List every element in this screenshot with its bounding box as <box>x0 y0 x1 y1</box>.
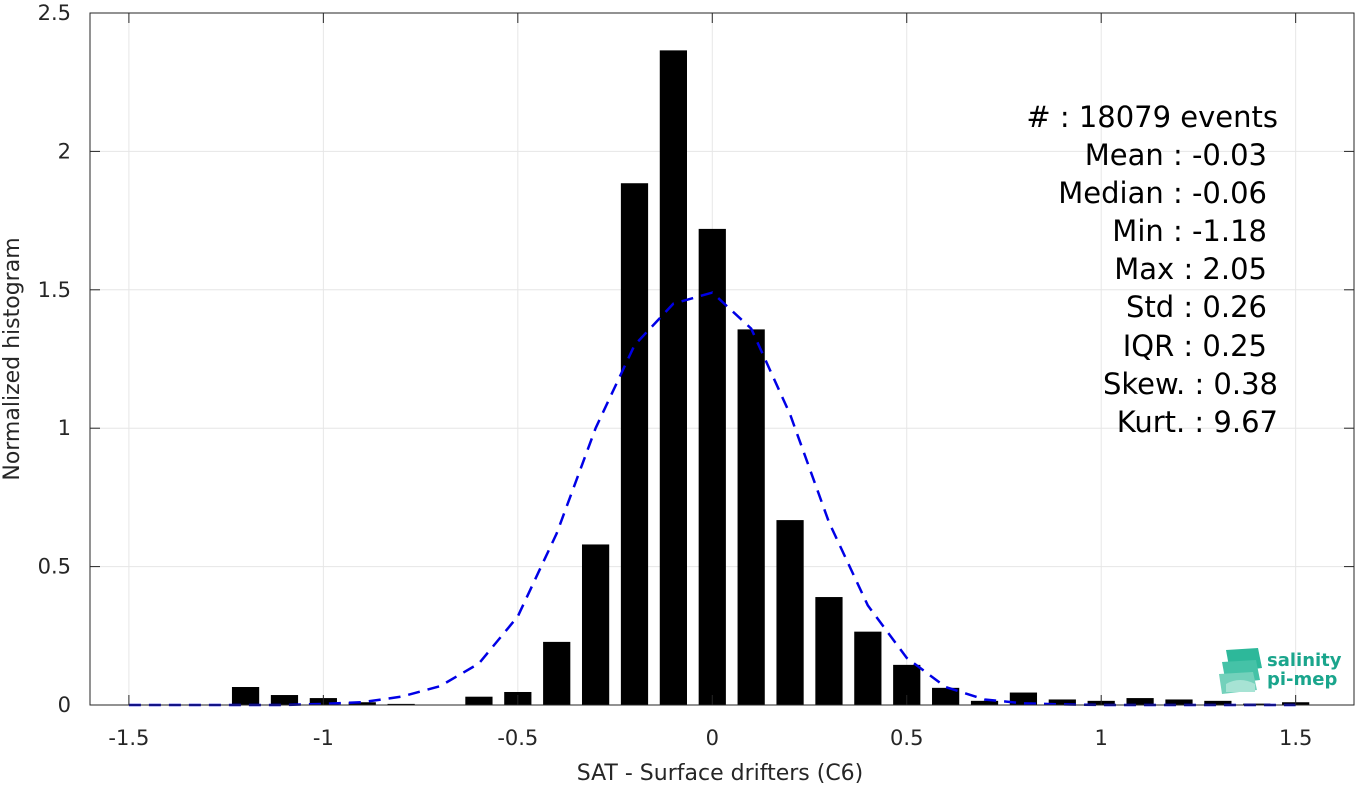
bar <box>698 228 726 706</box>
salinity-pi-mep-logo: salinity pi-mep <box>1219 648 1342 694</box>
logo-text-line1: salinity <box>1267 650 1342 671</box>
bar <box>1009 692 1038 705</box>
bar <box>1165 699 1193 705</box>
stat-min: Min : -1.18 <box>1112 214 1267 248</box>
stat-iqr: IQR : 0.25 <box>1123 329 1267 363</box>
stat-mean: Mean : -0.03 <box>1085 138 1267 172</box>
x-tick-label: 1 <box>1095 726 1108 750</box>
bar <box>231 687 260 705</box>
bar <box>932 687 960 705</box>
stat-kurt: Kurt. : 9.67 <box>1117 405 1278 439</box>
bar <box>659 50 687 706</box>
y-tick-label: 2.5 <box>38 1 71 25</box>
fit-curve-group <box>128 291 1296 707</box>
bar <box>465 696 493 705</box>
bar <box>348 702 376 705</box>
y-tick-label: 1 <box>58 416 71 440</box>
x-tick-label: -1 <box>313 726 334 750</box>
x-axis-label: SAT - Surface drifters (C6) <box>577 761 864 785</box>
y-tick-label: 0 <box>58 693 71 717</box>
fit-curve-line <box>128 291 1296 707</box>
stats-annotation: # : 18079 events Mean : -0.03 Median : -… <box>1026 100 1278 439</box>
y-tick-label: 0.5 <box>38 555 71 579</box>
stat-max: Max : 2.05 <box>1114 252 1267 286</box>
stat-median: Median : -0.06 <box>1058 176 1267 210</box>
bar <box>1243 703 1271 705</box>
bar <box>581 544 610 705</box>
bar <box>1204 700 1232 705</box>
bars <box>231 50 1310 706</box>
stat-events: # : 18079 events <box>1026 100 1278 134</box>
bar <box>543 641 571 705</box>
wave-logo-icon <box>1219 648 1262 694</box>
bar <box>854 631 882 705</box>
bar <box>737 329 765 705</box>
x-tick-label: -0.5 <box>497 726 538 750</box>
bar <box>776 520 804 705</box>
bar <box>1048 699 1076 705</box>
bar <box>387 703 415 705</box>
bar <box>1126 698 1154 705</box>
y-tick-label: 1.5 <box>38 278 71 302</box>
y-tick-label: 2 <box>58 139 71 163</box>
y-axis-label: Normalized histogram <box>0 237 25 480</box>
x-tick-label: 1.5 <box>1279 726 1312 750</box>
x-tick-label: 0.5 <box>890 726 923 750</box>
axes-box <box>89 12 1355 706</box>
x-tick-label: -1.5 <box>108 726 149 750</box>
axes <box>89 12 1355 706</box>
x-tick-label: 0 <box>706 726 719 750</box>
bar <box>970 700 999 705</box>
stat-std: Std : 0.26 <box>1126 290 1267 324</box>
bar <box>620 183 649 705</box>
stat-skew: Skew. : 0.38 <box>1103 367 1278 401</box>
bar <box>270 695 299 705</box>
logo-text-line2: pi-mep <box>1267 669 1337 690</box>
tick-labels: -1.5 -1 -0.5 0 0.5 1 1.5 0 0.5 1 1.5 2 2.5 <box>38 1 1313 750</box>
bar <box>815 597 843 705</box>
